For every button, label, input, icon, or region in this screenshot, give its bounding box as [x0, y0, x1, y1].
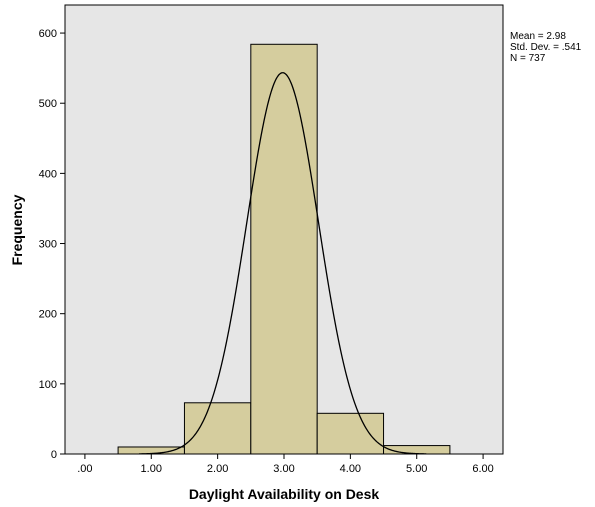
histogram-bar-5	[383, 445, 451, 455]
y-tick-label: 500	[39, 98, 57, 110]
histogram-bar-4	[316, 412, 385, 455]
y-tick-label: 400	[39, 168, 57, 180]
x-tick-label: .00	[77, 463, 92, 475]
x-tick-label: 4.00	[340, 463, 361, 475]
y-tick-label: 0	[51, 449, 57, 461]
histogram-bars	[117, 43, 451, 455]
x-tick-label: 6.00	[472, 463, 493, 475]
histogram-bar-2	[183, 402, 252, 455]
y-tick-label: 600	[39, 28, 57, 40]
x-tick-label: 5.00	[406, 463, 427, 475]
y-tick-label: 200	[39, 309, 57, 321]
x-tick-label: 3.00	[273, 463, 294, 475]
x-axis: .00 1.00 2.00 3.00 4.00 5.00 6.00	[77, 454, 494, 475]
y-tick-label: 300	[39, 239, 57, 251]
x-tick-label: 2.00	[207, 463, 228, 475]
stats-box: Mean = 2.98 Std. Dev. = .541 N = 737	[510, 31, 582, 64]
x-tick-label: 1.00	[141, 463, 162, 475]
x-axis-title: Daylight Availability on Desk	[189, 486, 380, 502]
stats-n: N = 737	[510, 53, 546, 64]
histogram-bar-3	[250, 43, 318, 455]
y-tick-label: 100	[39, 379, 57, 391]
normal-curve	[139, 72, 427, 455]
y-axis-title: Frequency	[9, 194, 25, 265]
y-axis: 0 100 200 300 400 500 600	[39, 28, 65, 461]
stats-mean: Mean = 2.98	[510, 31, 566, 42]
stats-std-dev: Std. Dev. = .541	[510, 42, 582, 53]
